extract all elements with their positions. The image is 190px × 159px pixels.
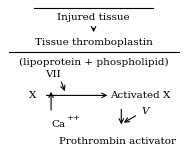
Text: Ca: Ca [51,120,65,128]
Text: (lipoprotein + phospholipid): (lipoprotein + phospholipid) [19,57,168,67]
Text: ++: ++ [66,114,80,122]
Text: Activated X: Activated X [110,91,170,100]
Text: Prothrombin activator: Prothrombin activator [59,137,176,146]
Text: Tissue thromboplastin: Tissue thromboplastin [35,38,153,47]
Text: X: X [29,91,36,100]
Text: Injured tissue: Injured tissue [57,13,130,22]
Text: VII: VII [45,70,61,79]
Text: V: V [142,107,149,116]
